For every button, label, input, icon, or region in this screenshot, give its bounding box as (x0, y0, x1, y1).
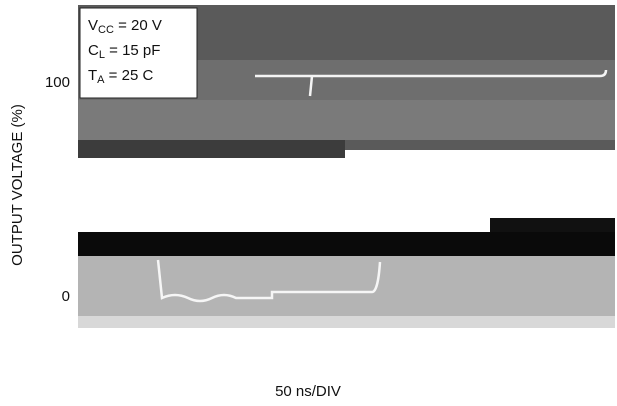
legend-symbol: C (88, 42, 99, 59)
y-axis-label: OUTPUT VOLTAGE (%) (9, 104, 26, 266)
legend-subscript: A (97, 74, 105, 86)
legend-subscript: CC (98, 24, 114, 36)
trace-low (156, 259, 382, 303)
trace-high (255, 69, 608, 97)
legend-text: = 15 pF (105, 42, 160, 59)
legend-subscript: L (99, 49, 105, 61)
legend-symbol: T (88, 67, 97, 84)
x-axis-label: 50 ns/DIV (275, 383, 341, 400)
legend-line: TA = 25 C (88, 67, 153, 86)
top-band (78, 140, 345, 158)
black-band (78, 232, 615, 256)
legend-line: VCC = 20 V (88, 17, 162, 36)
legend-text: = 25 C (105, 67, 154, 84)
bottom-band (78, 316, 615, 328)
scope-screen (78, 5, 615, 328)
black-band (490, 218, 615, 232)
y-tick-label: 100 (45, 74, 70, 91)
y-tick-label: 0 (62, 288, 70, 305)
legend-line: CL = 15 pF (88, 42, 160, 61)
top-band (78, 100, 615, 140)
legend-box (79, 7, 198, 99)
legend-symbol: V (88, 17, 98, 34)
legend-text: = 20 V (114, 17, 162, 34)
bottom-panel (78, 256, 615, 316)
